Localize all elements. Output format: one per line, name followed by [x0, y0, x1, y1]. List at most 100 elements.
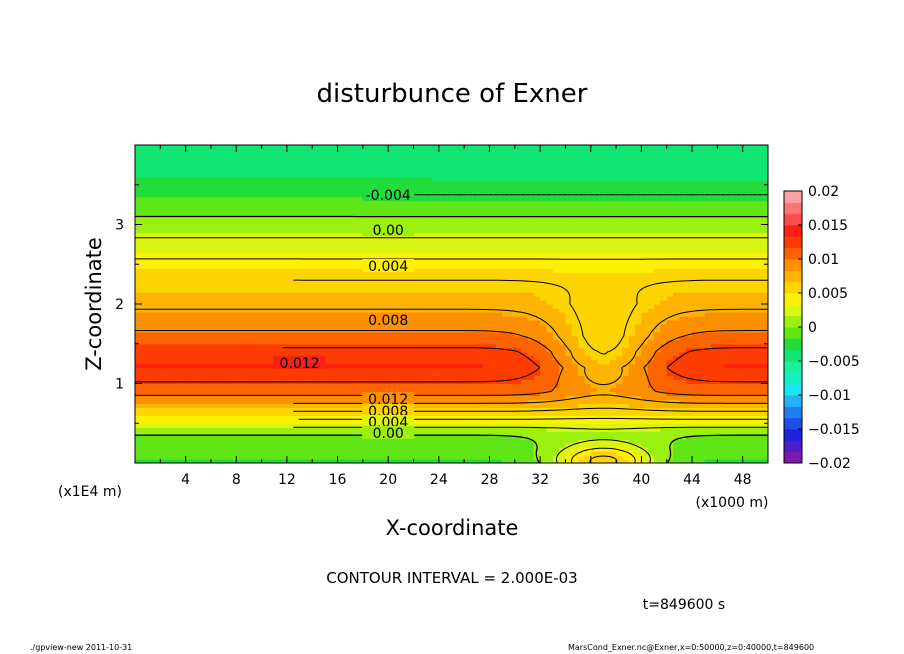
field-cell	[185, 307, 193, 313]
field-cell	[527, 383, 535, 389]
field-cell	[356, 423, 364, 428]
field-cell	[755, 391, 763, 397]
field-cell	[540, 403, 548, 408]
field-cell	[508, 443, 516, 448]
field-cell	[660, 327, 668, 333]
field-cell	[312, 367, 320, 373]
field-cell	[141, 375, 149, 381]
field-cell	[552, 371, 560, 377]
field-cell	[210, 423, 218, 428]
field-cell	[552, 367, 560, 373]
field-cell	[565, 415, 573, 420]
field-cell	[210, 284, 218, 289]
field-cell	[160, 363, 168, 369]
field-cell	[248, 383, 256, 389]
field-cell	[584, 300, 592, 305]
field-cell	[426, 311, 434, 317]
field-cell	[318, 375, 326, 381]
field-cell	[514, 284, 522, 289]
field-cell	[755, 268, 763, 273]
field-cell	[521, 343, 529, 349]
field-cell	[717, 311, 725, 317]
field-cell	[400, 439, 408, 444]
field-cell	[483, 443, 491, 448]
field-cell	[635, 383, 642, 389]
field-cell	[508, 331, 516, 337]
field-cell	[375, 387, 383, 393]
field-cell	[514, 403, 522, 408]
field-cell	[381, 443, 389, 448]
field-cell	[698, 359, 706, 365]
field-cell	[692, 423, 699, 428]
field-cell	[635, 419, 642, 424]
field-cell	[495, 323, 503, 329]
field-cell	[388, 292, 396, 297]
field-cell	[622, 455, 630, 460]
field-cell	[191, 304, 199, 309]
field-cell	[445, 280, 453, 285]
field-cell	[331, 395, 339, 401]
field-cell	[609, 363, 617, 369]
field-cell	[419, 284, 427, 289]
field-cell	[597, 379, 605, 385]
field-cell	[267, 395, 275, 401]
field-cell	[413, 367, 421, 373]
field-cell	[698, 371, 706, 377]
field-cell	[223, 355, 231, 361]
field-cell	[153, 415, 161, 420]
field-cell	[160, 447, 168, 452]
field-cell	[451, 276, 459, 281]
field-cell	[438, 407, 446, 412]
field-cell	[717, 455, 725, 460]
field-cell	[755, 439, 763, 444]
field-cell	[616, 315, 624, 321]
field-cell	[622, 319, 630, 325]
field-cell	[248, 331, 256, 337]
field-cell	[647, 264, 655, 269]
field-cell	[337, 292, 345, 297]
field-cell	[400, 459, 408, 463]
field-cell	[210, 431, 218, 436]
field-cell	[400, 375, 408, 381]
field-cell	[616, 284, 624, 289]
field-cell	[464, 423, 472, 428]
field-cell	[622, 351, 630, 357]
field-cell	[153, 375, 161, 381]
field-cell	[274, 335, 282, 341]
field-cell	[616, 311, 624, 317]
field-cell	[445, 415, 453, 420]
field-cell	[552, 327, 560, 333]
field-cell	[578, 427, 586, 432]
field-cell	[527, 296, 535, 301]
field-cell	[609, 335, 617, 341]
field-cell	[293, 375, 301, 381]
field-cell	[356, 399, 364, 404]
field-cell	[419, 431, 427, 436]
field-cell	[413, 447, 421, 452]
field-cell	[223, 280, 231, 285]
field-cell	[438, 296, 446, 301]
field-cell	[267, 276, 275, 281]
field-cell	[381, 300, 389, 305]
field-cell	[464, 407, 472, 412]
field-cell	[413, 296, 421, 301]
field-cell	[343, 311, 351, 317]
field-cell	[628, 399, 636, 404]
field-cell	[666, 331, 674, 337]
field-cell	[597, 351, 605, 357]
field-cell	[692, 307, 699, 313]
field-cell	[559, 319, 567, 325]
field-cell	[590, 363, 598, 369]
field-cell	[451, 292, 459, 297]
field-cell	[153, 395, 161, 401]
field-cell	[445, 311, 453, 317]
field-cell	[736, 371, 744, 377]
field-cell	[571, 387, 579, 393]
field-cell	[711, 391, 718, 397]
field-cell	[280, 447, 288, 452]
field-cell	[248, 264, 256, 269]
field-cell	[413, 268, 421, 273]
field-cell	[584, 371, 592, 377]
field-cell	[609, 323, 617, 329]
field-cell	[470, 276, 478, 281]
